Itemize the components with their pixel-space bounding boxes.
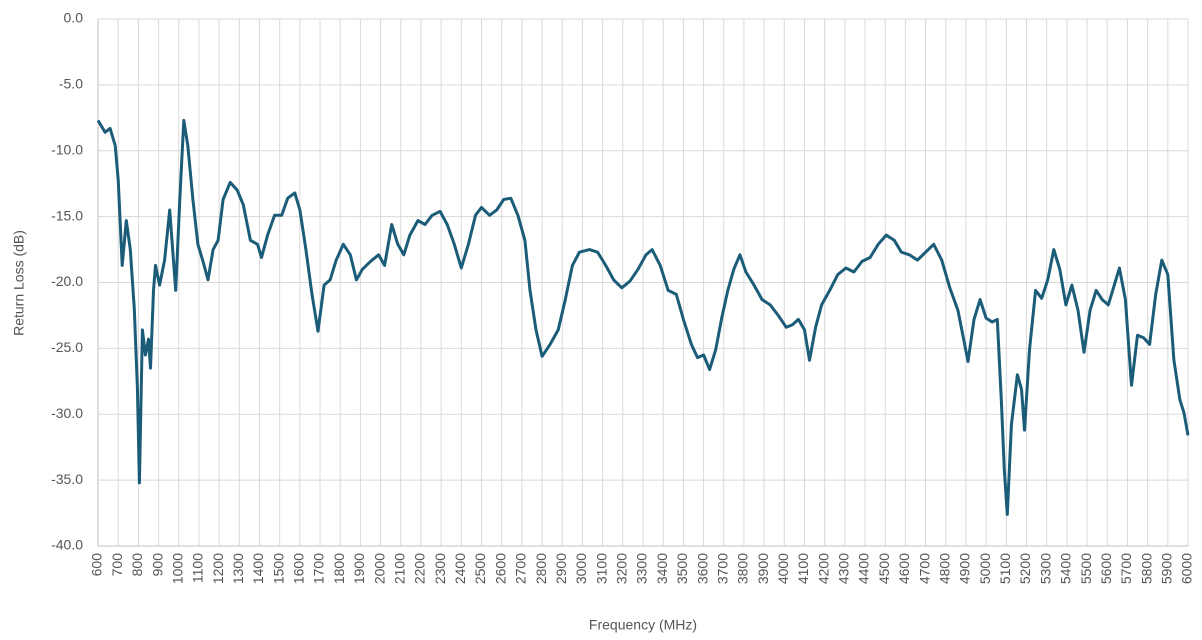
x-tick-label: 3400 — [654, 553, 670, 584]
x-tick-label: 1200 — [210, 553, 226, 584]
x-tick-label: 5600 — [1098, 553, 1114, 584]
x-tick-label: 2900 — [553, 553, 569, 584]
x-tick-label: 3600 — [694, 553, 710, 584]
y-tick-label: -25.0 — [51, 339, 83, 355]
x-tick-label: 4600 — [896, 553, 912, 584]
x-tick-label: 900 — [149, 553, 165, 577]
x-tick-label: 4100 — [795, 553, 811, 584]
x-tick-label: 5100 — [997, 553, 1013, 584]
x-tick-label: 2000 — [371, 553, 387, 584]
x-tick-label: 2700 — [513, 553, 529, 584]
x-tick-label: 1800 — [331, 553, 347, 584]
x-tick-label: 5200 — [1017, 553, 1033, 584]
y-tick-label: -20.0 — [51, 273, 83, 289]
x-tick-label: 5000 — [977, 553, 993, 584]
x-tick-label: 3800 — [735, 553, 751, 584]
x-tick-label: 1600 — [291, 553, 307, 584]
x-tick-label: 1000 — [169, 553, 185, 584]
x-tick-label: 5500 — [1078, 553, 1094, 584]
x-tick-label: 4000 — [775, 553, 791, 584]
x-tick-label: 3500 — [674, 553, 690, 584]
x-tick-label: 4200 — [815, 553, 831, 584]
x-tick-label: 3900 — [755, 553, 771, 584]
x-tick-label: 5900 — [1159, 553, 1175, 584]
y-tick-label: -40.0 — [51, 537, 83, 553]
x-tick-label: 4300 — [836, 553, 852, 584]
x-tick-label: 4900 — [957, 553, 973, 584]
x-tick-label: 1400 — [250, 553, 266, 584]
x-tick-label: 700 — [109, 553, 125, 577]
x-tick-label: 5300 — [1037, 553, 1053, 584]
x-tick-label: 1500 — [270, 553, 286, 584]
x-tick-label: 3000 — [573, 553, 589, 584]
x-tick-label: 1900 — [351, 553, 367, 584]
x-tick-label: 2400 — [452, 553, 468, 584]
x-tick-label: 5800 — [1138, 553, 1154, 584]
y-tick-label: -15.0 — [51, 207, 83, 223]
x-tick-label: 4800 — [936, 553, 952, 584]
y-tick-label: -30.0 — [51, 405, 83, 421]
x-tick-label: 5700 — [1118, 553, 1134, 584]
x-axis-title: Frequency (MHz) — [589, 617, 697, 633]
y-tick-label: -10.0 — [51, 141, 83, 157]
x-tick-label: 2300 — [432, 553, 448, 584]
x-tick-label: 2500 — [472, 553, 488, 584]
x-tick-label: 2800 — [533, 553, 549, 584]
x-tick-label: 1300 — [230, 553, 246, 584]
x-tick-label: 5400 — [1058, 553, 1074, 584]
x-tick-label: 3700 — [714, 553, 730, 584]
x-tick-label: 1700 — [311, 553, 327, 584]
x-tick-label: 2100 — [391, 553, 407, 584]
x-tick-label: 4400 — [856, 553, 872, 584]
y-tick-label: -35.0 — [51, 471, 83, 487]
data-line — [96, 118, 1190, 516]
x-tick-label: 3300 — [634, 553, 650, 584]
x-tick-label: 600 — [89, 553, 105, 577]
x-tick-label: 2600 — [492, 553, 508, 584]
x-tick-label: 2200 — [412, 553, 428, 584]
y-tick-label: -5.0 — [59, 76, 83, 92]
x-tick-label: 800 — [129, 553, 145, 577]
y-axis-title: Return Loss (dB) — [11, 230, 27, 336]
x-tick-label: 4700 — [916, 553, 932, 584]
x-tick-label: 6000 — [1179, 553, 1195, 584]
x-tick-label: 4500 — [876, 553, 892, 584]
x-tick-label: 3100 — [593, 553, 609, 584]
y-tick-label: 0.0 — [64, 10, 84, 26]
x-tick-label: 3200 — [614, 553, 630, 584]
x-tick-label: 1100 — [190, 553, 206, 583]
